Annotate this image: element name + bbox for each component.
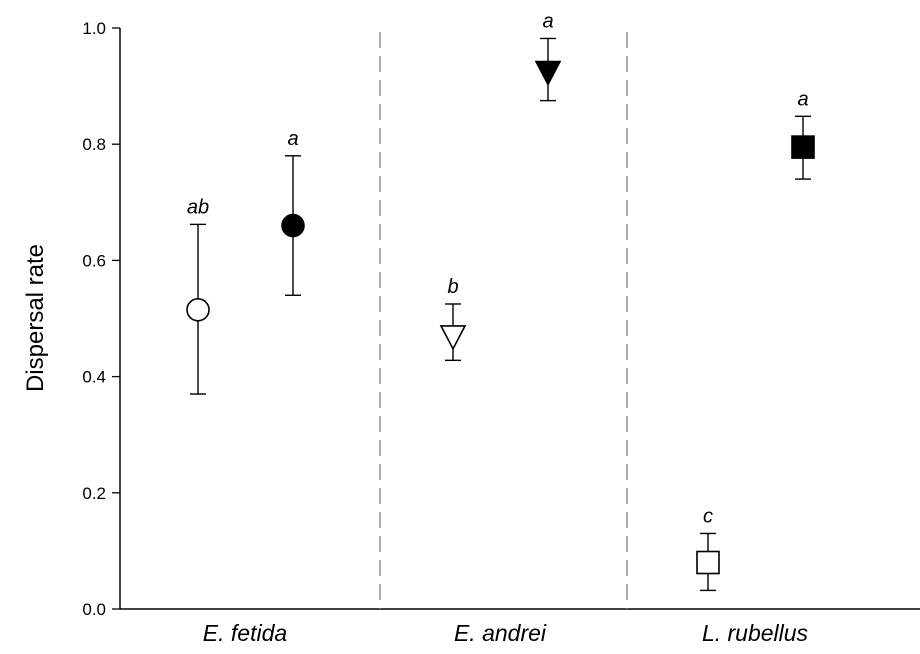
significance-label: a — [797, 88, 808, 110]
circle-marker — [281, 213, 305, 238]
triangle-down-marker — [534, 60, 562, 87]
y-ticks: 0.0 0.2 0.4 0.6 0.8 1.0 — [82, 19, 120, 619]
group-separators — [379, 32, 628, 609]
significance-label: b — [447, 276, 458, 298]
significance-label: c — [703, 505, 713, 527]
y-tick-label: 0.0 — [82, 600, 106, 619]
data-point-group: c — [696, 505, 720, 592]
square-marker — [791, 135, 815, 159]
y-tick-label: 0.2 — [82, 484, 106, 503]
y-axis-title: Dispersal rate — [22, 244, 49, 392]
square-marker — [696, 550, 720, 575]
data-point-group: a — [534, 10, 562, 102]
significance-label: a — [287, 128, 298, 150]
category-label: E. fetida — [203, 620, 287, 646]
axes — [119, 28, 920, 610]
data-point-group: a — [281, 128, 305, 296]
category-label: E. andrei — [454, 620, 547, 646]
category-labels: E. fetida E. andrei L. rubellus — [203, 620, 809, 646]
data-point-group: a — [791, 88, 815, 180]
data-point-group: b — [439, 276, 467, 362]
y-tick-label: 0.6 — [82, 251, 106, 270]
triangle-down-marker — [439, 325, 467, 351]
significance-label: a — [542, 10, 553, 32]
category-label: L. rubellus — [702, 620, 809, 646]
significance-label: ab — [187, 196, 209, 218]
circle-marker — [186, 297, 210, 322]
y-tick-label: 1.0 — [82, 19, 106, 38]
y-tick-label: 0.8 — [82, 135, 106, 154]
y-tick-label: 0.4 — [82, 368, 106, 387]
data-point-group: ab — [186, 196, 210, 395]
